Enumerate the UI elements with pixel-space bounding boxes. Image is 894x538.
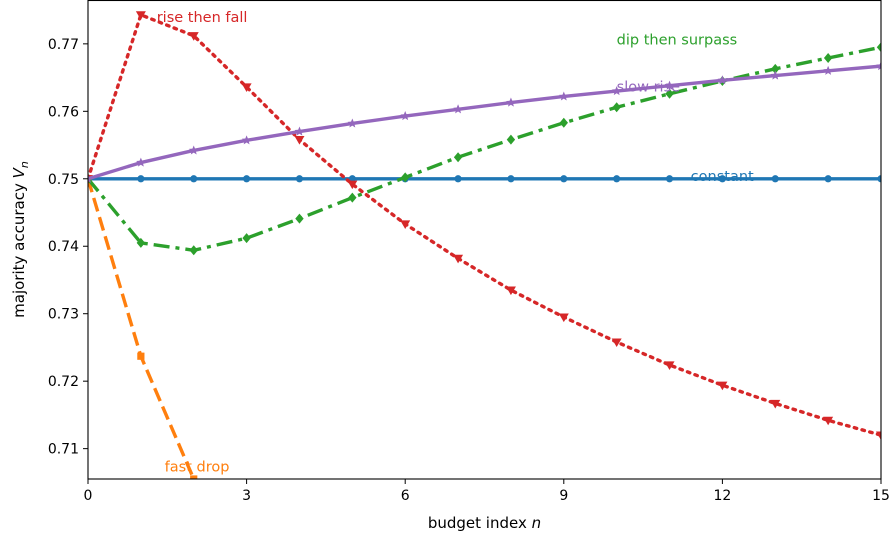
axes-frame (87, 0, 882, 480)
series-fast-drop (88, 175, 198, 479)
data-point-rise-then-fall-12 (717, 381, 728, 391)
x-tick-label: 6 (401, 488, 410, 504)
y-tick-label: 0.72 (48, 374, 79, 390)
annotation-rise-then-fall: rise then fall (157, 10, 248, 26)
data-point-constant-4 (295, 175, 304, 183)
x-tick-label: 12 (713, 488, 731, 504)
data-point-slow-rise-1 (136, 157, 146, 167)
data-point-rise-then-fall-7 (453, 254, 464, 264)
x-tick-label: 9 (559, 488, 568, 504)
data-point-dip-then-surpass-14 (823, 53, 833, 64)
annotation-fast-drop: fast drop (165, 460, 230, 476)
data-point-dip-then-surpass-10 (612, 102, 621, 113)
series-slow-rise (88, 61, 881, 183)
x-tick-label: 3 (242, 488, 251, 504)
x-axis-ticks: 0 3 6 9 12 15 (84, 479, 890, 504)
data-point-slow-rise-11 (664, 80, 675, 90)
data-point-constant-7 (454, 175, 462, 183)
series-constant (88, 175, 881, 183)
annotation-dip-then-surpass: dip then surpass (617, 32, 738, 48)
data-point-slow-rise-3 (241, 135, 252, 145)
data-point-rise-then-fall-8 (505, 286, 516, 296)
data-point-slow-rise-6 (400, 111, 410, 121)
x-tick-label: 0 (84, 488, 93, 504)
data-point-constant-13 (771, 175, 779, 183)
data-point-dip-then-surpass-1 (136, 237, 146, 248)
data-point-dip-then-surpass-13 (771, 63, 780, 74)
annotations: rise then fall dip then surpass slow rise c… (157, 10, 754, 475)
data-point-dip-then-surpass-4 (295, 213, 304, 224)
data-point-dip-then-surpass-15 (876, 42, 881, 53)
data-point-dip-then-surpass-6 (401, 172, 410, 183)
y-tick-label: 0.77 (48, 37, 79, 53)
data-point-slow-rise-0 (88, 173, 93, 183)
data-point-constant-8 (507, 175, 515, 183)
y-tick-label: 0.74 (48, 239, 79, 255)
data-point-slow-rise-15 (876, 61, 881, 71)
plot-border (87, 0, 882, 480)
data-point-dip-then-surpass-3 (242, 233, 251, 244)
data-point-constant-14 (824, 175, 832, 183)
series-line-rise-then-fall (88, 13, 881, 437)
y-axis-label: majority accuracy Vn (10, 161, 31, 318)
data-point-slow-rise-10 (611, 86, 622, 96)
data-point-slow-rise-9 (559, 91, 569, 101)
data-point-dip-then-surpass-2 (189, 245, 198, 256)
data-point-slow-rise-4 (294, 126, 305, 136)
data-point-constant-3 (243, 175, 251, 183)
x-axis-label: budget index n (428, 514, 541, 532)
data-point-constant-1 (137, 175, 145, 183)
plot-area (88, 11, 881, 479)
data-point-slow-rise-5 (347, 118, 358, 128)
data-point-dip-then-surpass-7 (453, 152, 463, 163)
data-point-rise-then-fall-14 (823, 416, 834, 426)
data-point-dip-then-surpass-5 (348, 192, 357, 203)
annotation-slow-rise: slow rise (617, 80, 680, 96)
data-point-rise-then-fall-10 (611, 338, 622, 348)
data-point-dip-then-surpass-9 (559, 117, 568, 128)
data-point-rise-then-fall-13 (770, 399, 781, 409)
y-tick-label: 0.76 (48, 104, 79, 120)
data-point-rise-then-fall-4 (294, 136, 305, 145)
data-point-slow-rise-2 (188, 145, 199, 155)
data-point-rise-then-fall-15 (876, 431, 881, 441)
data-point-fast-drop-1 (137, 352, 145, 360)
data-point-rise-then-fall-5 (347, 180, 358, 190)
data-point-slow-rise-14 (823, 65, 833, 75)
data-point-rise-then-fall-3 (241, 83, 252, 93)
data-point-rise-then-fall-11 (664, 361, 675, 370)
x-tick-label: 15 (872, 488, 890, 504)
data-point-constant-11 (665, 175, 674, 183)
data-point-rise-then-fall-9 (558, 313, 569, 323)
data-point-constant-15 (877, 175, 881, 183)
data-point-fast-drop-2 (190, 475, 198, 479)
y-tick-label: 0.71 (48, 442, 79, 458)
data-point-slow-rise-13 (770, 70, 781, 80)
data-point-constant-10 (613, 175, 621, 183)
data-point-rise-then-fall-2 (188, 32, 199, 41)
data-point-rise-then-fall-1 (135, 11, 146, 20)
data-point-constant-12 (718, 175, 727, 183)
series-line-slow-rise (88, 64, 881, 181)
data-point-dip-then-surpass-11 (665, 88, 674, 99)
data-point-slow-rise-8 (506, 97, 516, 107)
y-axis-ticks: 0.71 0.72 0.73 0.74 0.75 0.76 0.77 (48, 37, 88, 458)
y-tick-label: 0.73 (48, 307, 79, 323)
series-line-fast-drop (88, 178, 196, 479)
data-point-slow-rise-7 (453, 104, 463, 114)
data-point-slow-rise-12 (717, 75, 728, 85)
data-point-dip-then-surpass-8 (506, 134, 516, 145)
y-tick-label: 0.75 (48, 172, 79, 188)
data-point-constant-9 (560, 175, 568, 183)
annotation-constant: constant (691, 169, 754, 185)
series-line-dip-then-surpass (88, 45, 881, 252)
data-point-constant-2 (190, 175, 198, 183)
data-point-rise-then-fall-6 (400, 220, 411, 229)
